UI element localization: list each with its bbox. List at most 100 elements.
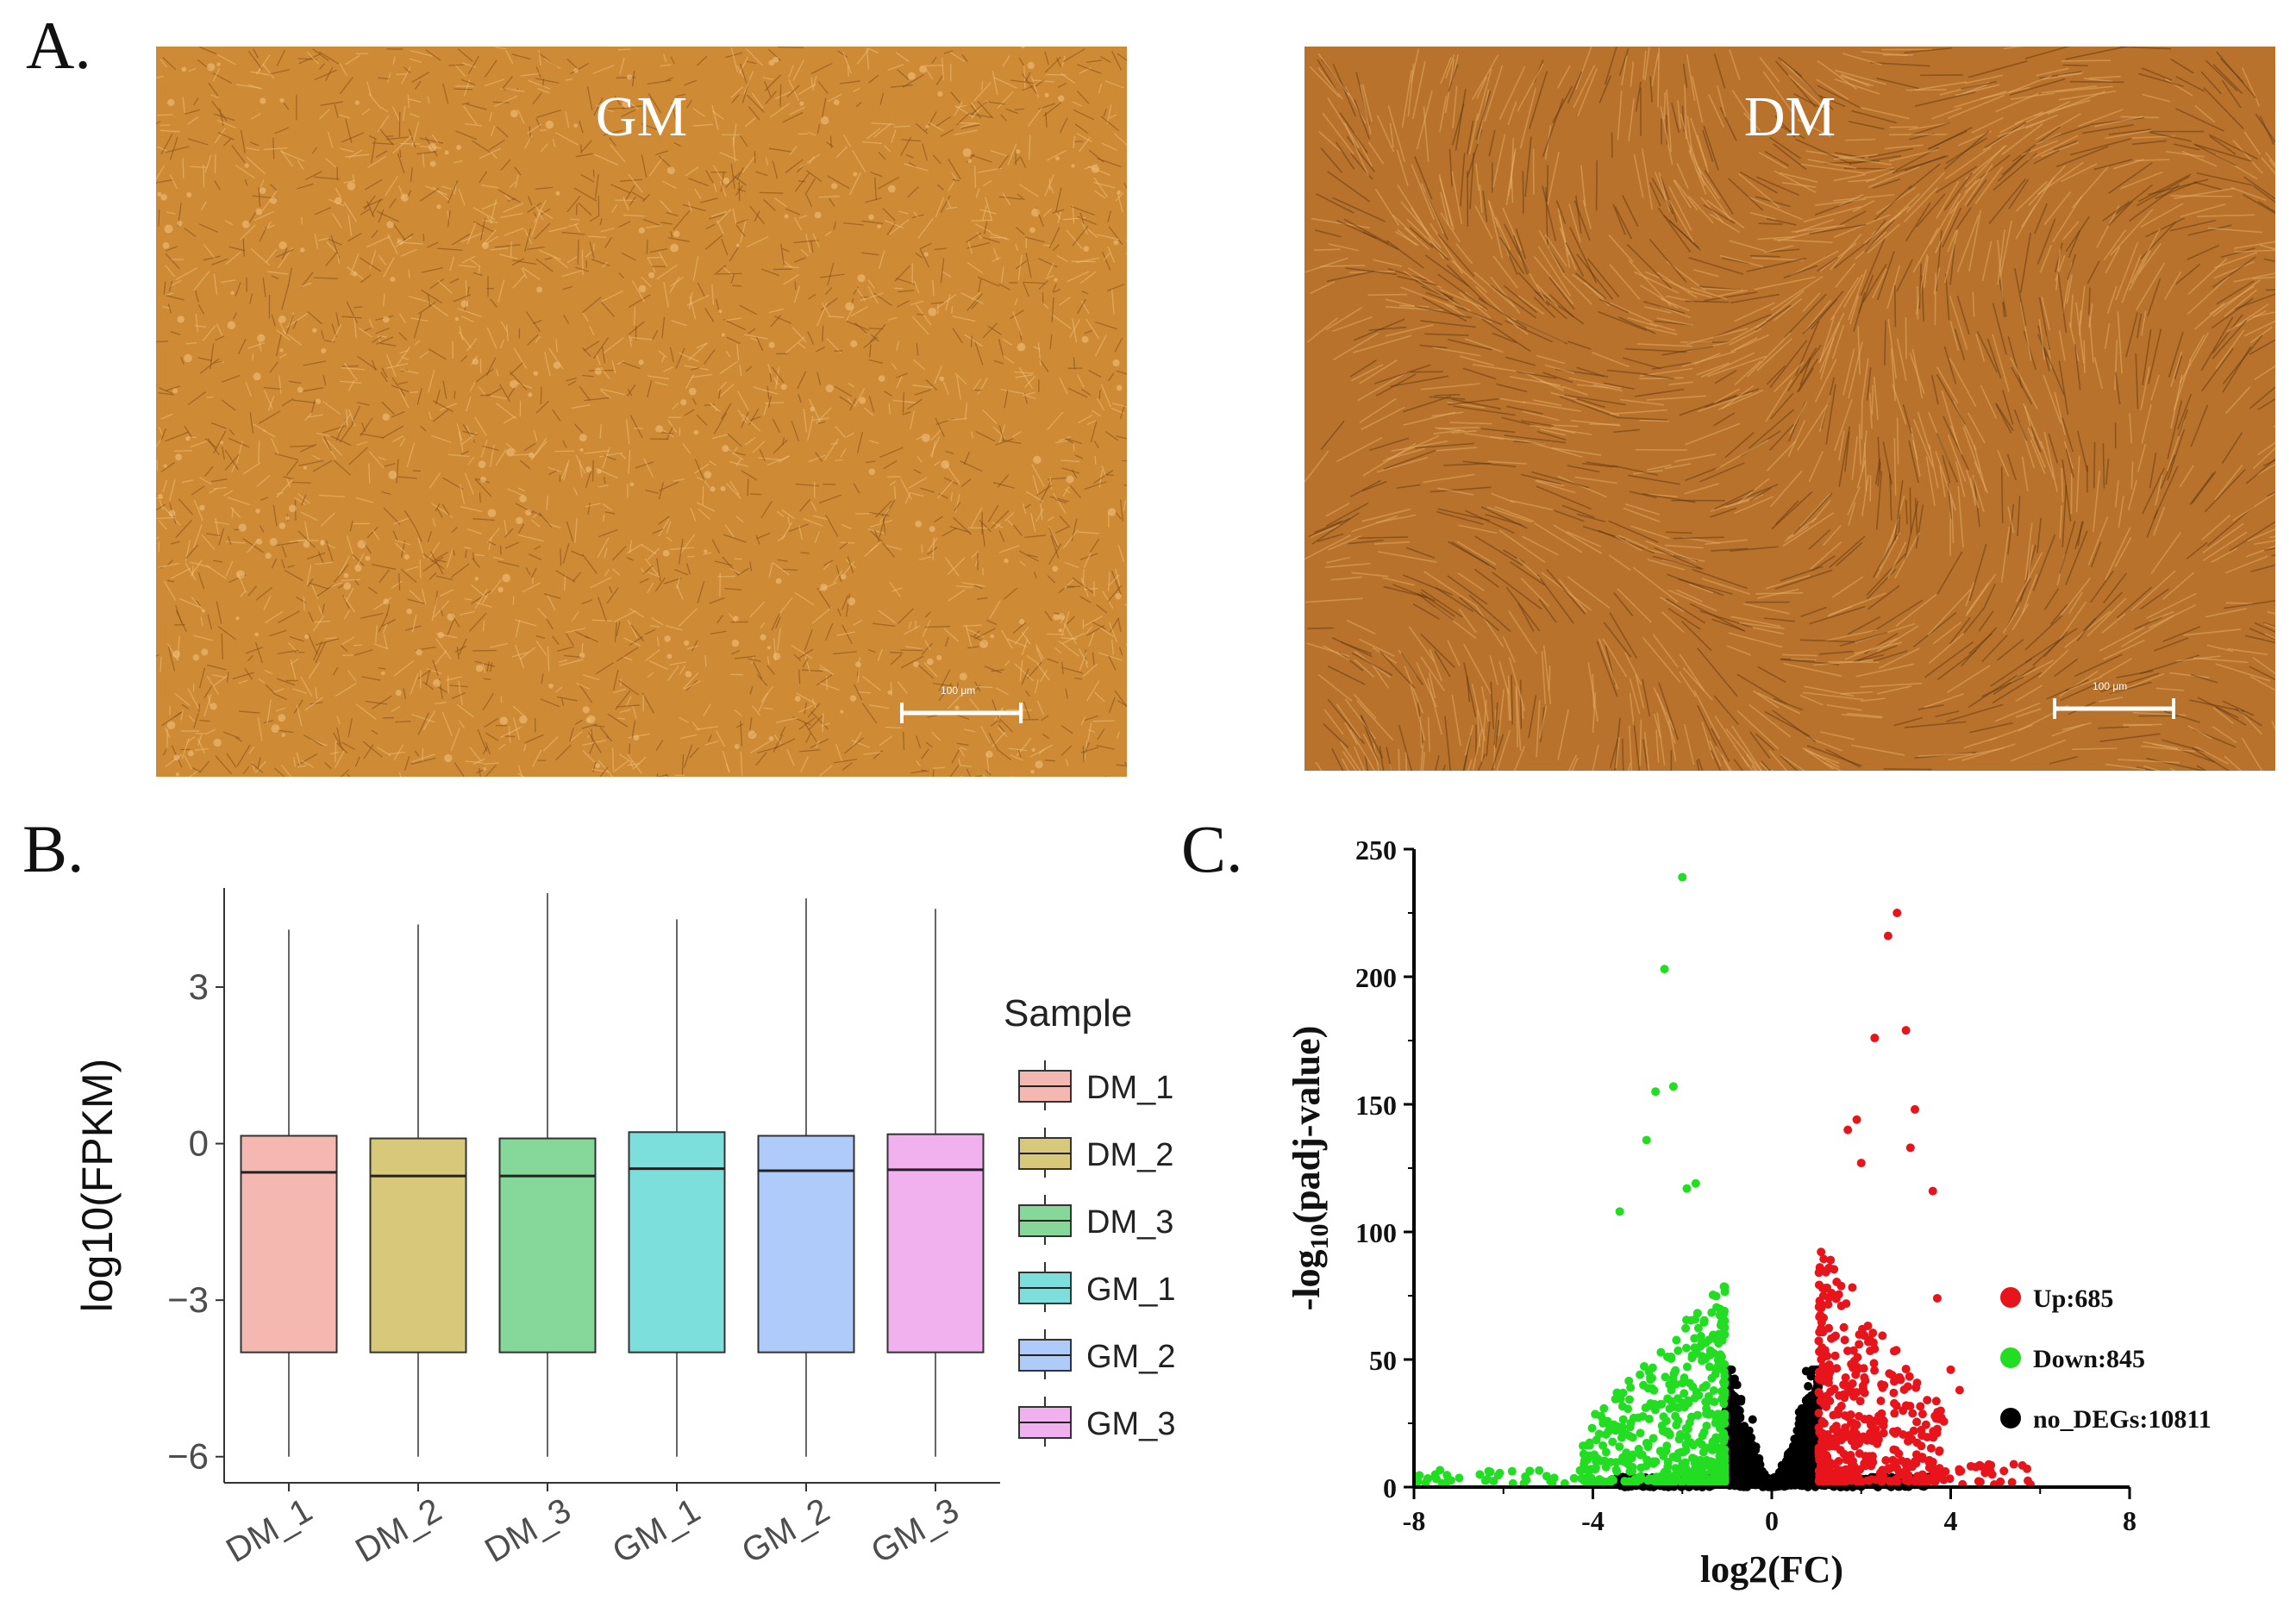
y-tick-label: −6 xyxy=(167,1436,209,1477)
x-tick-label: GM_2 xyxy=(735,1491,835,1572)
point-up xyxy=(1819,1254,1829,1264)
point-down xyxy=(1678,1459,1687,1468)
point-up xyxy=(1839,1322,1849,1332)
point-down xyxy=(1683,1424,1692,1434)
point-up xyxy=(1814,1448,1824,1458)
point-no-deg xyxy=(1744,1478,1754,1488)
point-down xyxy=(1636,1428,1645,1438)
point-down xyxy=(1642,1461,1651,1471)
point-down xyxy=(1648,1457,1658,1466)
point-up xyxy=(1825,1366,1835,1376)
point-no-deg xyxy=(1727,1391,1736,1400)
point-down xyxy=(1696,1455,1705,1465)
scale-bar-text: 100 μm xyxy=(941,684,976,697)
point-no-deg xyxy=(1797,1432,1806,1441)
point-up xyxy=(1916,1402,1925,1411)
point-down xyxy=(1663,1427,1673,1436)
point-up xyxy=(1945,1474,1955,1484)
point-down xyxy=(1667,1354,1676,1364)
point-down xyxy=(1607,1474,1617,1484)
point-down xyxy=(1648,1434,1658,1443)
scale-bar xyxy=(2053,698,2175,719)
point-up xyxy=(1848,1462,1857,1472)
point-down xyxy=(1475,1470,1485,1479)
point-up xyxy=(2018,1460,2027,1470)
point-down xyxy=(1594,1477,1604,1486)
point-up xyxy=(1921,1420,1930,1429)
micrograph-gm-image xyxy=(156,47,1127,777)
point-down xyxy=(1667,1397,1676,1406)
micrograph-gm: GM 100 μm xyxy=(156,47,1127,777)
point-up xyxy=(1824,1378,1833,1387)
point-down xyxy=(1681,1323,1691,1333)
panel-label-c: C. xyxy=(1181,811,1243,886)
point-down xyxy=(1628,1450,1637,1460)
point-up xyxy=(1826,1255,1836,1265)
panel-label-b: B. xyxy=(22,811,84,886)
x-tick-label: DM_1 xyxy=(220,1491,318,1570)
point-up xyxy=(1895,1372,1905,1382)
point-down xyxy=(1697,1440,1706,1449)
point-no-deg xyxy=(1748,1415,1757,1424)
point-down xyxy=(1720,1316,1730,1326)
point-up xyxy=(1905,1372,1914,1381)
point-up xyxy=(1840,1335,1849,1345)
point-up xyxy=(1918,1453,1927,1462)
x-axis-label: log2(FC) xyxy=(1700,1548,1843,1591)
point-up xyxy=(1931,1397,1941,1406)
point-no-deg xyxy=(1739,1435,1749,1444)
x-tick-label: -4 xyxy=(1581,1505,1605,1536)
point-down xyxy=(1662,1441,1672,1451)
x-tick-label: DM_2 xyxy=(349,1491,447,1570)
point-down xyxy=(1678,872,1687,882)
point-up xyxy=(2007,1478,2017,1487)
point-no-deg xyxy=(1806,1463,1816,1472)
point-no-deg xyxy=(1734,1462,1743,1472)
point-down xyxy=(1644,1415,1654,1424)
y-tick-label: 200 xyxy=(1355,962,1397,993)
point-down xyxy=(1672,1335,1681,1345)
point-down xyxy=(1639,1380,1648,1390)
point-up xyxy=(1878,1331,1887,1341)
point-down xyxy=(1442,1471,1452,1480)
point-down xyxy=(1674,1416,1683,1426)
point-up xyxy=(1889,1388,1899,1397)
point-up xyxy=(1824,1300,1833,1310)
point-down xyxy=(1615,1442,1624,1452)
point-down xyxy=(1660,965,1669,974)
point-up xyxy=(1820,1346,1830,1355)
point-up xyxy=(1840,1393,1849,1403)
point-down xyxy=(1711,1418,1720,1428)
point-down xyxy=(1613,1422,1623,1431)
point-up xyxy=(1879,1416,1888,1426)
point-up xyxy=(1892,1401,1901,1410)
point-down xyxy=(1717,1446,1726,1455)
x-tick-label: 0 xyxy=(1765,1505,1779,1536)
point-down xyxy=(1618,1415,1628,1424)
point-up xyxy=(1859,1432,1868,1441)
point-down xyxy=(1696,1332,1705,1341)
point-down xyxy=(1493,1471,1503,1480)
y-axis-label: -log10(padj-value) xyxy=(1286,1026,1334,1311)
point-down xyxy=(1608,1437,1617,1447)
legend-label: DM_3 xyxy=(1086,1204,1173,1241)
y-axis-label: log10(FPKM) xyxy=(73,1059,122,1313)
micrograph-gm-label: GM xyxy=(595,85,688,148)
point-up xyxy=(1918,1410,1927,1419)
point-no-deg xyxy=(1804,1382,1813,1391)
cell-texture xyxy=(156,47,1127,777)
point-up xyxy=(1818,1361,1828,1371)
point-up xyxy=(1926,1443,1936,1453)
x-tick-label: 8 xyxy=(2123,1505,2136,1536)
point-down xyxy=(1669,1369,1679,1378)
point-no-deg xyxy=(1792,1426,1802,1435)
point-down xyxy=(1639,1361,1648,1371)
point-up xyxy=(1817,1303,1826,1313)
point-up xyxy=(1881,1456,1891,1466)
point-down xyxy=(1549,1473,1559,1483)
point-down xyxy=(1535,1466,1544,1475)
point-up xyxy=(1830,1385,1839,1394)
point-down xyxy=(1600,1456,1610,1466)
point-up xyxy=(1925,1476,1935,1485)
point-up xyxy=(1866,1417,1875,1427)
